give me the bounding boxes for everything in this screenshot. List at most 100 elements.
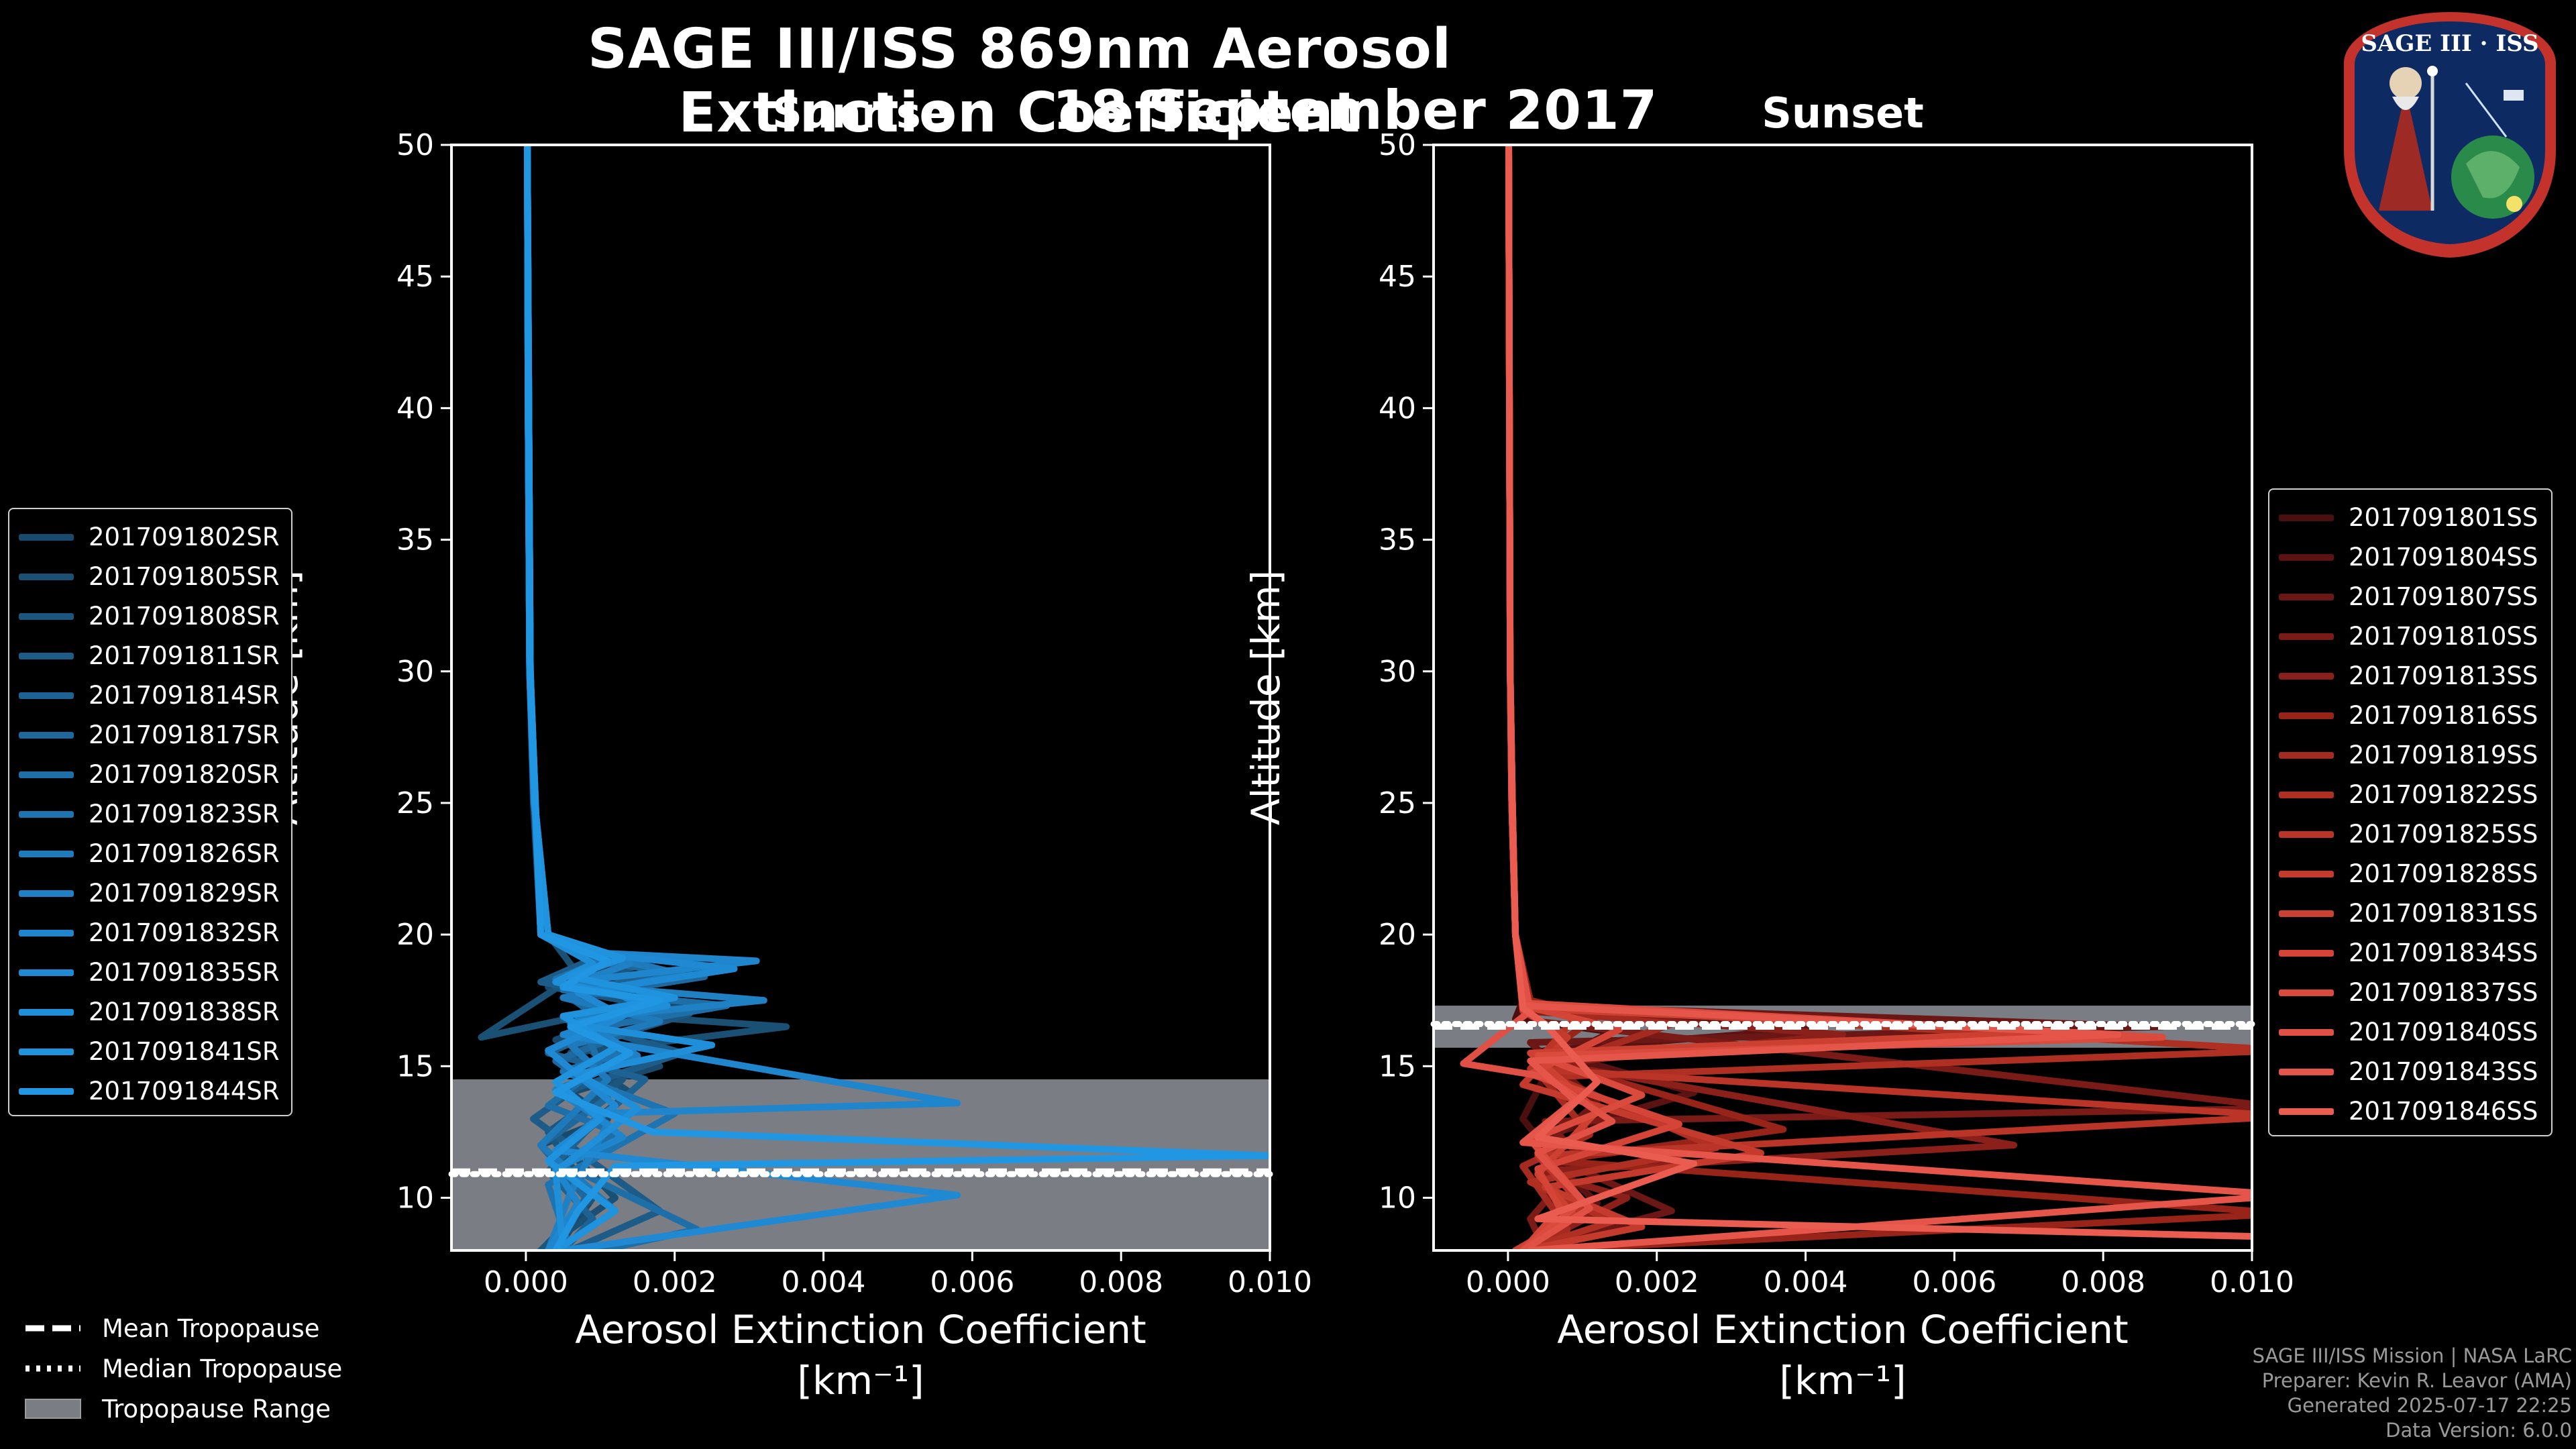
logo-title: SAGE III · ISS — [2361, 30, 2538, 57]
sunrise-ytick-label: 15 — [396, 1049, 434, 1083]
legend-swatch — [2279, 751, 2334, 759]
sunset-panel-title: Sunset — [1762, 89, 1924, 138]
legend-item: 2017091810SS — [2279, 616, 2551, 656]
legend-label: 2017091810SS — [2349, 622, 2538, 651]
footer-credits: SAGE III/ISS Mission | NASA LaRC Prepare… — [2253, 1344, 2572, 1443]
legend-swatch — [2279, 633, 2334, 640]
legend-label: 2017091837SS — [2349, 978, 2538, 1007]
legend-item: 2017091801SS — [2279, 498, 2551, 537]
legend-swatch — [2279, 712, 2334, 719]
sunrise-xlabel-units: [km⁻¹] — [797, 1358, 924, 1403]
sunrise-ytick-label: 35 — [396, 523, 434, 557]
legend-swatch — [19, 771, 74, 778]
sunrise-ytick-label: 10 — [396, 1181, 434, 1216]
legend-label: 2017091811SR — [89, 641, 280, 670]
legend-label: 2017091817SR — [89, 720, 280, 749]
sunrise-xtick-label: 0.000 — [484, 1265, 568, 1299]
footer-mission: SAGE III/ISS Mission | NASA LaRC — [2252, 1344, 2572, 1367]
nasa-logo: SAGE III · ISS — [2339, 9, 2561, 259]
legend-item: 2017091834SS — [2279, 933, 2551, 973]
legend-label: 2017091840SS — [2349, 1018, 2538, 1046]
legend-label: 2017091820SR — [89, 760, 280, 789]
legend-label: 2017091828SS — [2349, 859, 2538, 888]
sunset-ylabel: Altitude [km] — [1243, 570, 1289, 825]
sunset-profile-line — [1505, 145, 2252, 1250]
legend-item: 2017091808SR — [19, 596, 291, 636]
legend-item: 2017091843SS — [2279, 1052, 2551, 1091]
sunrise-ytick-label: 40 — [396, 391, 434, 425]
legend-swatch — [2279, 910, 2334, 917]
legend-label: 2017091807SS — [2349, 582, 2538, 611]
legend-label: 2017091804SS — [2349, 543, 2538, 572]
sunset-xtick-label: 0.004 — [1764, 1265, 1848, 1299]
legend-swatch — [19, 1048, 74, 1055]
legend-label: 2017091825SS — [2349, 820, 2538, 849]
sunset-xlabel: Aerosol Extinction Coefficient — [1557, 1307, 2129, 1352]
legend-label: 2017091816SS — [2349, 701, 2538, 730]
sunrise-panel-title: Sunrise — [772, 89, 949, 138]
sunrise-ytick-label: 45 — [396, 260, 434, 294]
legend-item: 2017091825SS — [2279, 814, 2551, 854]
legend-swatch — [2279, 672, 2334, 680]
legend-item: 2017091805SR — [19, 557, 291, 596]
legend-label: 2017091835SR — [89, 958, 280, 987]
legend-label: 2017091829SR — [89, 879, 280, 908]
legend-label: 2017091846SS — [2349, 1097, 2538, 1126]
sunset-xlabel-units: [km⁻¹] — [1779, 1358, 1906, 1403]
sunset-ytick-label: 45 — [1379, 260, 1416, 294]
legend-swatch — [2279, 870, 2334, 877]
sunrise-xlabel: Aerosol Extinction Coefficient — [575, 1307, 1146, 1352]
legend-swatch — [19, 929, 74, 936]
legend-label: 2017091841SR — [89, 1037, 280, 1066]
sunrise-legend: 2017091802SR 2017091805SR 2017091808SR 2017… — [8, 508, 292, 1116]
sunrise-xtick-label: 0.004 — [782, 1265, 866, 1299]
legend-item: 2017091826SR — [19, 834, 291, 873]
sunrise-axes-frame — [450, 144, 1271, 1252]
sunset-ytick-label: 50 — [1379, 128, 1416, 162]
sage-patch-emblem: SAGE III · ISS — [2344, 12, 2556, 258]
legend-swatch — [2279, 1068, 2334, 1075]
legend-swatch — [19, 692, 74, 699]
legend-item: 2017091823SR — [19, 794, 291, 834]
footer-generated: Generated 2025-07-17 22:25 — [2287, 1394, 2572, 1417]
legend-label: 2017091801SS — [2349, 503, 2538, 532]
sunset-xtick-label: 0.000 — [1466, 1265, 1550, 1299]
legend-label: 2017091802SR — [89, 523, 280, 551]
legend-swatch — [19, 652, 74, 659]
sunset-axes-frame — [1432, 144, 2253, 1252]
legend-swatch — [2279, 514, 2334, 521]
sunrise-xtick-label: 0.006 — [930, 1265, 1014, 1299]
legend-swatch — [19, 890, 74, 897]
median-tropopause-swatch — [25, 1365, 80, 1372]
sunrise-ytick-label: 50 — [396, 128, 434, 162]
legend-swatch — [2279, 949, 2334, 957]
sunset-ytick-label: 30 — [1379, 655, 1416, 689]
legend-item: 2017091813SS — [2279, 656, 2551, 696]
legend-swatch — [19, 612, 74, 620]
sunrise-profile-line — [524, 145, 1270, 1250]
sunset-xtick-label: 0.008 — [2061, 1265, 2145, 1299]
legend-swatch — [2279, 1108, 2334, 1115]
legend-swatch — [2279, 1028, 2334, 1036]
sunrise-panel: 0.000 0.002 0.004 0.006 0.008 0.010 10 15 20 25 30… — [261, 89, 1312, 1403]
legend-label: 2017091844SR — [89, 1077, 280, 1106]
legend-item: 2017091819SS — [2279, 735, 2551, 775]
sunset-ytick-label: 35 — [1379, 523, 1416, 557]
legend-swatch — [19, 850, 74, 857]
legend-item: 2017091804SS — [2279, 537, 2551, 577]
chart-date: 18 September 2017 — [1052, 79, 1658, 142]
footer-preparer: Preparer: Kevin R. Leavor (AMA) — [2261, 1369, 2572, 1392]
mean-tropopause-swatch — [25, 1325, 80, 1332]
legend-label: 2017091813SS — [2349, 661, 2538, 690]
sunset-panel: 0.000 0.002 0.004 0.006 0.008 0.010 10 15 20 25 30… — [1243, 89, 2294, 1403]
sunset-ytick-label: 20 — [1379, 918, 1416, 952]
legend-item: 2017091844SR — [19, 1071, 291, 1111]
sunrise-profiles — [478, 145, 1270, 1250]
legend-item: 2017091838SR — [19, 992, 291, 1032]
legend-swatch — [19, 1008, 74, 1016]
legend-swatch — [19, 969, 74, 976]
sunset-profiles — [1460, 145, 2252, 1250]
legend-label: 2017091826SR — [89, 839, 280, 868]
legend-item: 2017091828SS — [2279, 854, 2551, 894]
legend-label: 2017091819SS — [2349, 741, 2538, 769]
